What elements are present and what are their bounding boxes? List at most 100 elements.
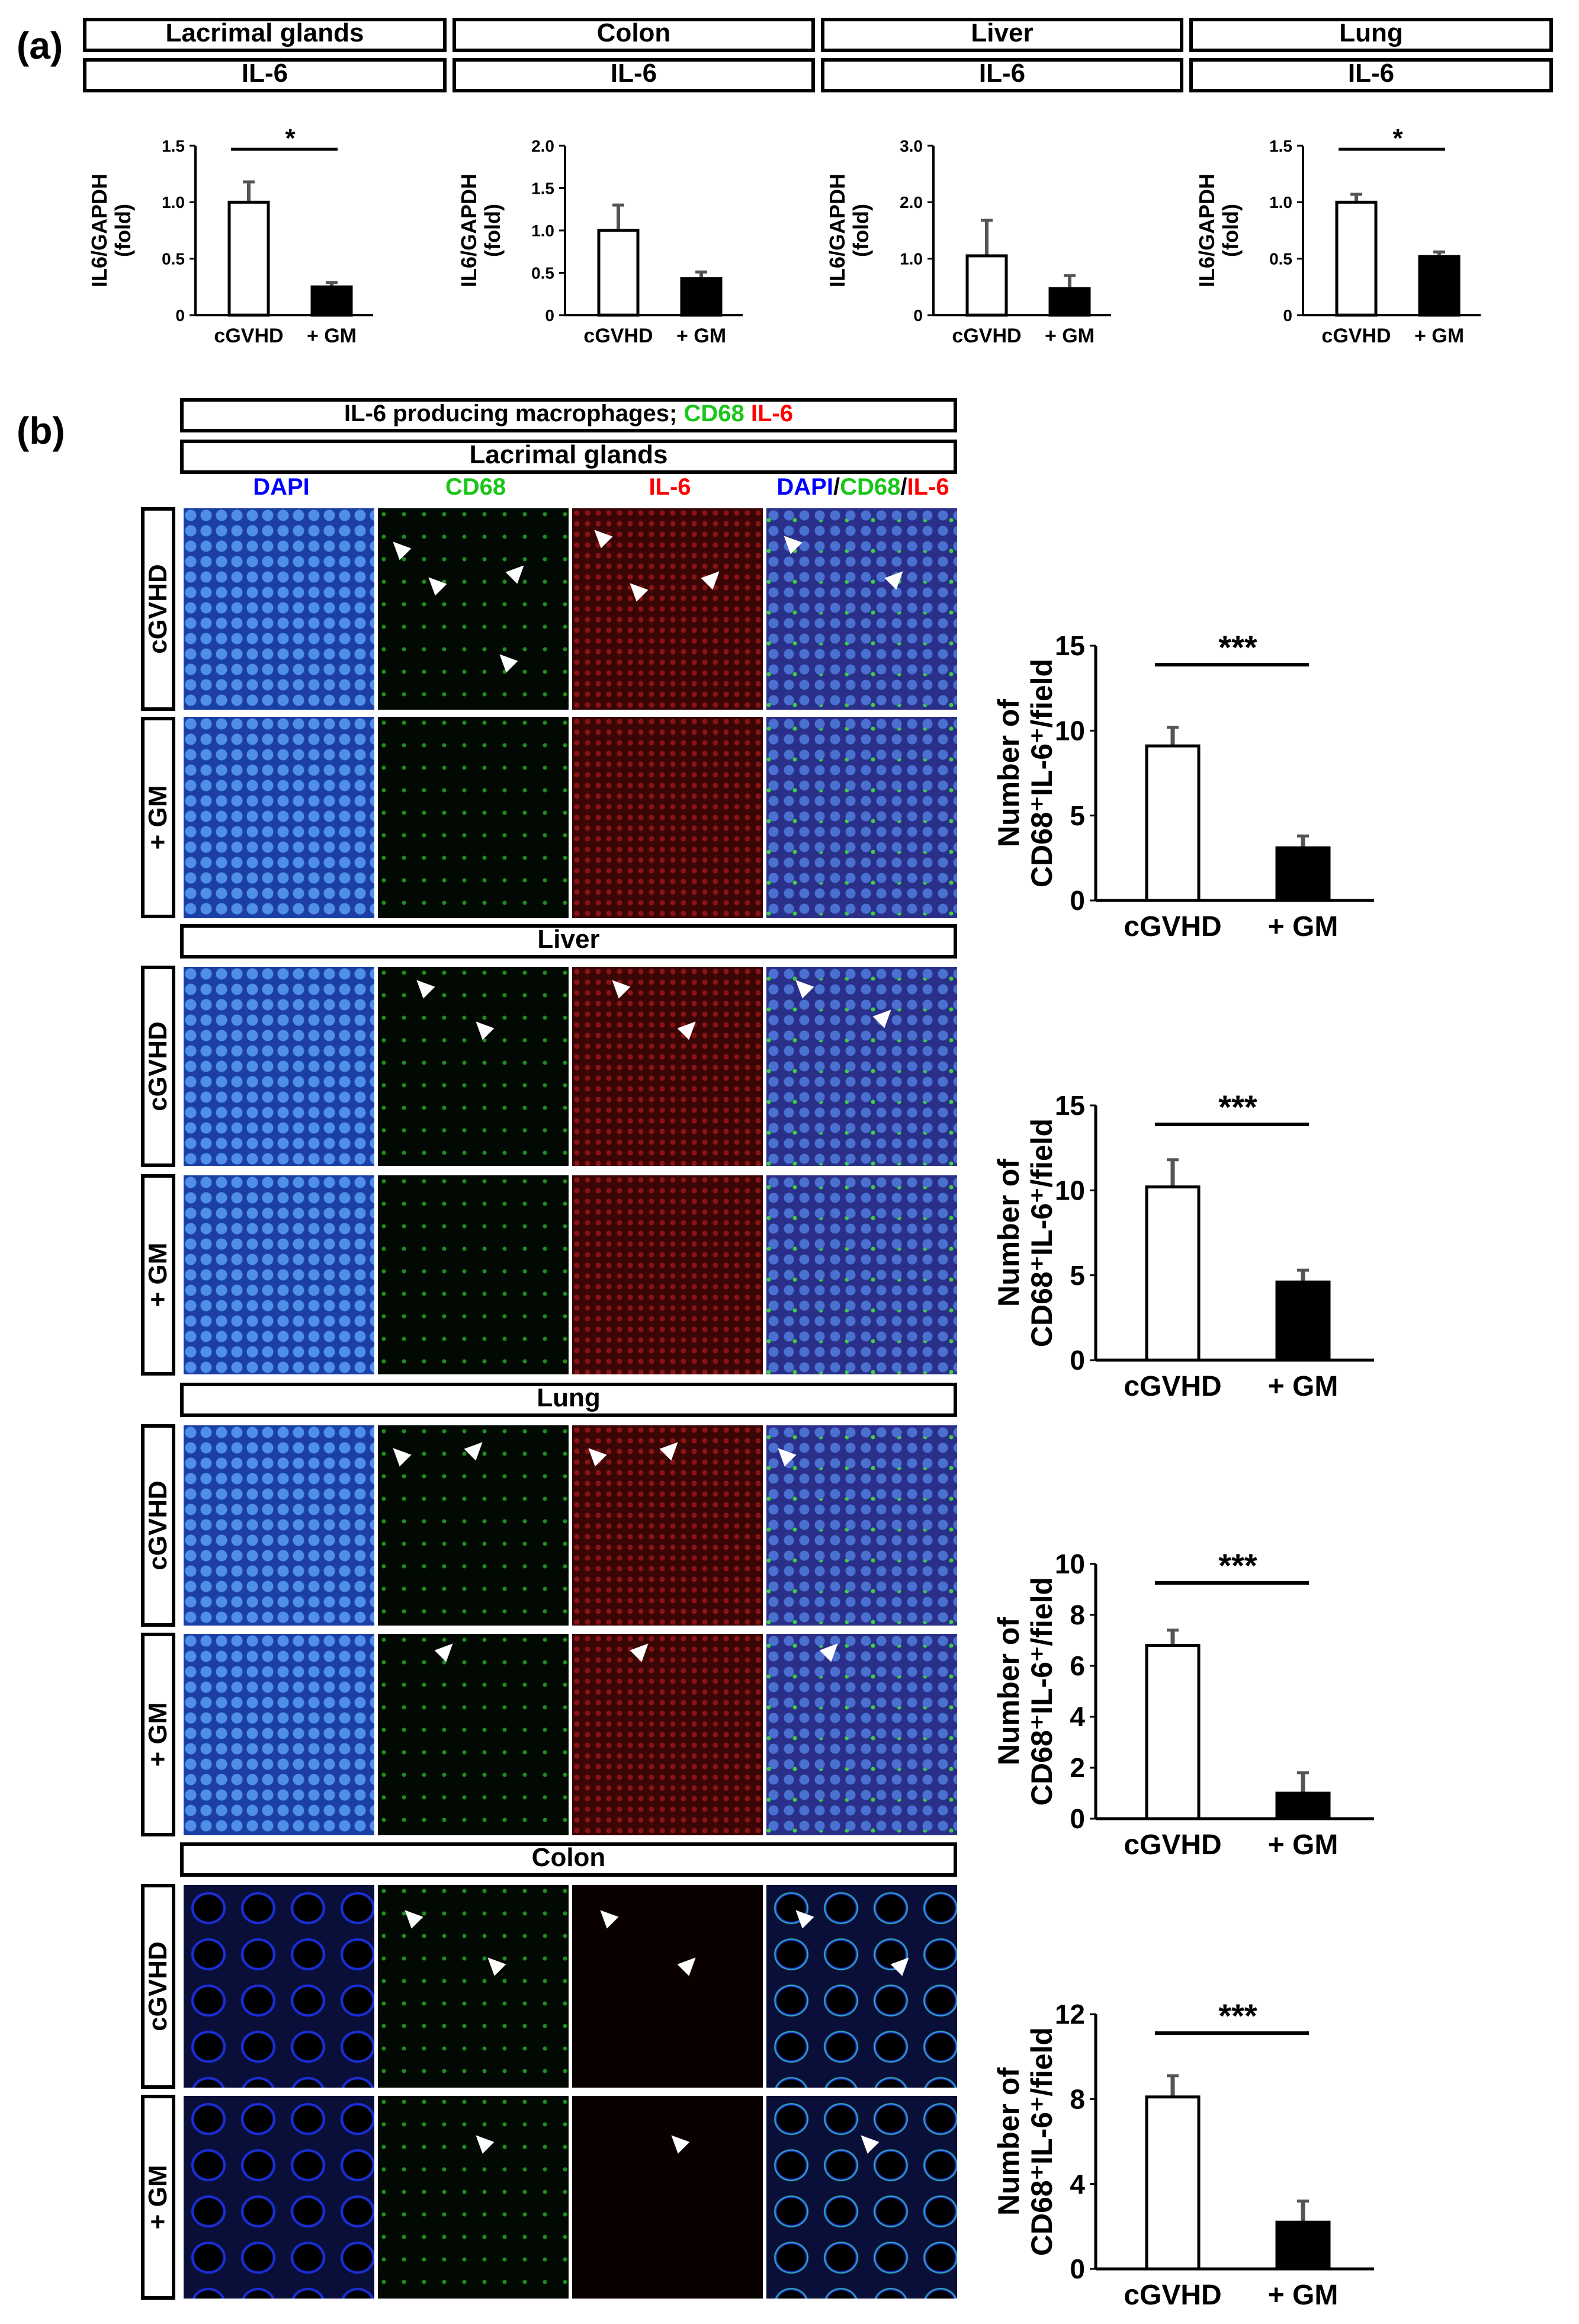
micrograph-colon-cgvhd-cd68 [378, 1885, 569, 2088]
header-marker-lacrimal: IL-6 [83, 58, 447, 92]
y-tick-label: 3.0 [900, 137, 923, 155]
y-tick-label: 8 [1070, 1599, 1085, 1630]
micrograph-colon-cgvhd-dapi [184, 1885, 374, 2088]
y-tick-label: 15 [1055, 1090, 1085, 1121]
micrograph-colon-cgvhd-merge [766, 1885, 957, 2088]
y-axis-label: Number of [992, 1617, 1025, 1765]
panel-b-label: (b) [17, 409, 65, 452]
bar [965, 254, 1008, 317]
micrograph-lung-gm-cd68 [378, 1634, 569, 1835]
y-tick-label: 12 [1055, 1999, 1085, 2030]
chart-a-colon: 0 0.5 1.0 1.5 2.0 cGVHD + GM IL6/GAPDH (fold) [457, 137, 743, 347]
y-tick-label: 1.0 [900, 249, 923, 268]
category-label: + GM [1045, 325, 1095, 347]
y-axis-label: IL6/GAPDH [457, 174, 481, 287]
significance-marker: * [1392, 124, 1403, 153]
y-tick-label: 0.5 [162, 249, 185, 268]
significance-marker: * [285, 124, 296, 153]
y-axis-label: CD68⁺IL-6⁺/field [1025, 2027, 1058, 2256]
category-label: + GM [1268, 1371, 1339, 1402]
y-tick-label: 5 [1070, 800, 1085, 831]
category-label: + GM [307, 325, 357, 347]
category-label: cGVHD [583, 325, 653, 347]
panel-b-title-cd68: CD68 [683, 400, 744, 427]
section-header-lacrimal: Lacrimal glands [180, 440, 957, 474]
micrograph-liver-gm-merge [766, 1175, 957, 1374]
category-label: cGVHD [1124, 911, 1221, 943]
y-tick-label: 10 [1055, 1549, 1085, 1579]
category-label: cGVHD [952, 325, 1021, 347]
category-label: + GM [676, 325, 726, 347]
category-label: + GM [1268, 2280, 1339, 2311]
header-marker-liver: IL-6 [821, 58, 1183, 92]
section-header-liver: Liver [180, 924, 957, 959]
y-tick-label: 10 [1055, 1175, 1085, 1206]
row-label-liver-cgvhd: cGVHD [141, 966, 175, 1167]
category-label: cGVHD [214, 325, 283, 347]
bar [227, 200, 270, 317]
y-axis-label: CD68⁺IL-6⁺/field [1025, 1118, 1058, 1347]
y-axis-label: (fold) [111, 204, 135, 257]
y-axis-label: CD68⁺IL-6⁺/field [1025, 1577, 1058, 1806]
merge-il6-label: IL-6 [907, 474, 949, 500]
bar [1145, 744, 1201, 902]
micrograph-colon-gm-merge [766, 2096, 957, 2299]
micrograph-lung-cgvhd-cd68 [378, 1425, 569, 1626]
col-header-merge: DAPI/CD68/IL-6 [768, 474, 958, 501]
header-tissue-liver: Liver [821, 18, 1183, 52]
header-marker-colon: IL-6 [452, 58, 815, 92]
micrograph-colon-gm-dapi [184, 2096, 374, 2299]
section-header-lung: Lung [180, 1383, 957, 1417]
row-label-text: cGVHD [143, 564, 172, 654]
significance-marker: *** [1218, 1547, 1257, 1584]
row-label-text: cGVHD [143, 1941, 172, 2031]
merge-dapi-label: DAPI [776, 474, 833, 500]
y-tick-label: 0.5 [531, 264, 554, 282]
row-label-lacrimal-cgvhd: cGVHD [141, 507, 175, 711]
panel-b-title-space [744, 402, 751, 427]
y-tick-label: 0.5 [1269, 249, 1292, 268]
y-tick-label: 4 [1070, 2169, 1085, 2200]
chart-a-liver: 0 1.0 2.0 3.0 cGVHD + GM IL6/GAPDH (fold) [825, 137, 1111, 347]
row-label-text: + GM [143, 1242, 172, 1307]
y-axis-label: IL6/GAPDH [825, 174, 849, 287]
y-axis-label: Number of [992, 699, 1025, 847]
micrograph-lacrimal-gm-dapi [184, 717, 374, 918]
y-axis-label: (fold) [1218, 204, 1243, 257]
y-tick-label: 0 [1070, 1803, 1085, 1834]
y-tick-label: 1.5 [162, 137, 185, 155]
y-tick-label: 0 [545, 306, 554, 325]
y-tick-label: 0 [1070, 1345, 1085, 1376]
y-tick-label: 0 [1283, 306, 1292, 325]
y-tick-label: 8 [1070, 2083, 1085, 2114]
micrograph-lung-gm-merge [766, 1634, 957, 1835]
y-tick-label: 2.0 [531, 137, 554, 155]
category-label: cGVHD [1124, 2280, 1221, 2311]
y-axis-label: (fold) [480, 204, 505, 257]
micrograph-lacrimal-cgvhd-merge [766, 508, 957, 710]
micrograph-lacrimal-gm-cd68 [378, 717, 569, 918]
y-axis-label: Number of [992, 2067, 1025, 2216]
y-tick-label: 2 [1070, 1752, 1085, 1783]
y-tick-label: 0 [913, 306, 923, 325]
chart-b-lung: 0 2 4 6 8 10 cGVHD + GM *** Number of CD68⁺IL-6⁺/f… [992, 1547, 1374, 1861]
header-tissue-colon: Colon [452, 18, 815, 52]
y-tick-label: 1.0 [1269, 193, 1292, 211]
y-tick-label: 6 [1070, 1650, 1085, 1681]
chart-b-lacrimal: 0 5 10 15 cGVHD + GM *** Number of CD68⁺IL-6⁺/fi… [992, 629, 1374, 943]
row-label-liver-gm: + GM [141, 1174, 175, 1376]
micrograph-liver-gm-dapi [184, 1175, 374, 1374]
y-axis-label: IL6/GAPDH [87, 174, 111, 287]
y-axis-label: Number of [992, 1159, 1025, 1307]
y-tick-label: 0 [1070, 2254, 1085, 2284]
micrograph-lung-cgvhd-merge [766, 1425, 957, 1626]
category-label: + GM [1268, 911, 1339, 943]
bar [1418, 255, 1461, 317]
chart-b-colon: 0 4 8 12 cGVHD + GM *** Number of CD68⁺IL-6⁺/fie… [992, 1997, 1374, 2311]
micrograph-lacrimal-gm-merge [766, 717, 957, 918]
category-label: + GM [1414, 325, 1464, 347]
header-tissue-lacrimal: Lacrimal glands [83, 18, 447, 52]
y-axis-label: IL6/GAPDH [1195, 174, 1219, 287]
category-label: + GM [1268, 1829, 1339, 1861]
section-header-colon: Colon [180, 1842, 957, 1877]
